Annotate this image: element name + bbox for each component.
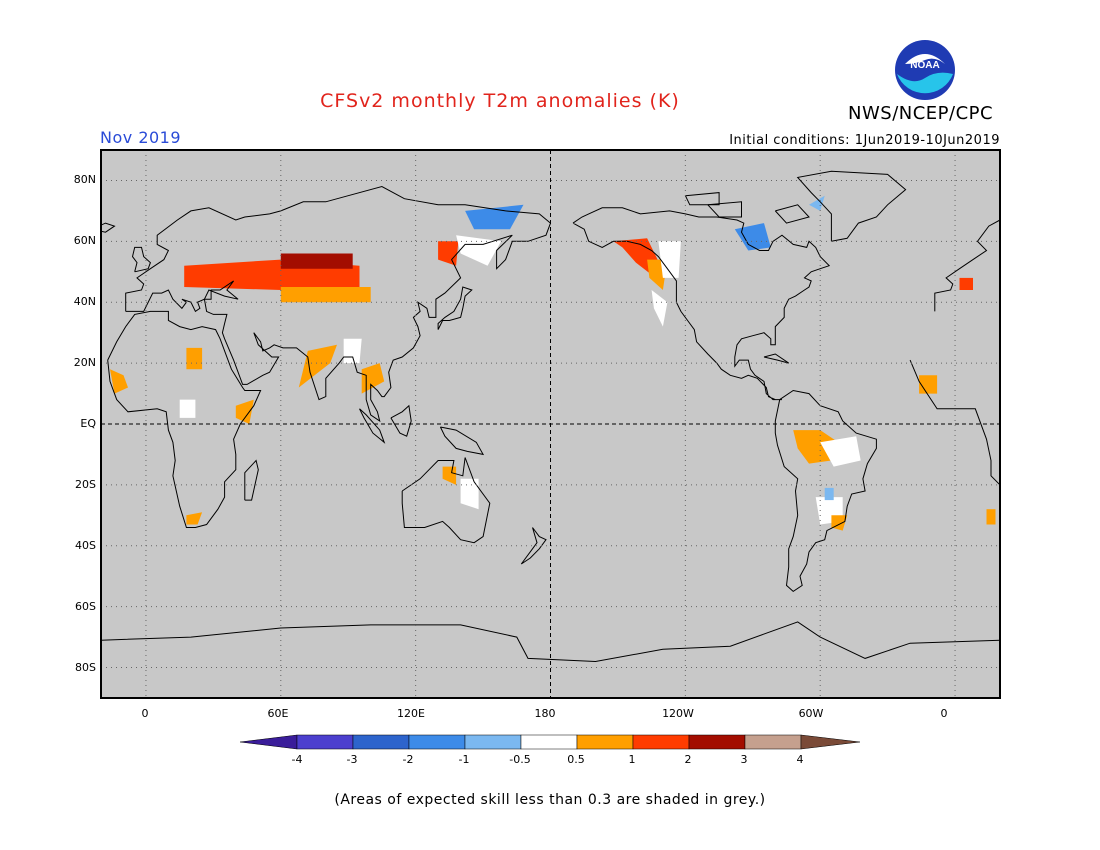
- lat-label: 60S: [75, 600, 96, 613]
- coastline: [572, 207, 831, 401]
- colorbar-low-arrow: [239, 734, 298, 750]
- anomaly-patch: [110, 369, 128, 394]
- anomaly-patch: [809, 195, 825, 211]
- coastline: [684, 192, 720, 206]
- colorbar-swatch: [520, 734, 578, 750]
- anomaly-patch: [651, 290, 668, 327]
- anomaly-patch: [179, 399, 196, 418]
- anomaly-patch: [456, 235, 502, 266]
- skill-footnote: (Areas of expected skill less than 0.3 a…: [334, 792, 766, 808]
- anomaly-patch: [734, 223, 771, 251]
- lat-label: 80S: [75, 661, 96, 674]
- anomaly-patch: [361, 363, 385, 394]
- noaa-logo-icon: NOAA: [895, 40, 955, 100]
- lat-label: 60N: [73, 234, 96, 247]
- anomaly-patch: [186, 512, 203, 525]
- anomaly-patch: [184, 259, 360, 297]
- coastline: [796, 170, 907, 242]
- lon-label: 120W: [662, 707, 694, 720]
- colorbar-swatch: [744, 734, 802, 750]
- colorbar-tick-label: -4: [291, 753, 303, 766]
- anomaly-patch: [280, 253, 353, 269]
- colorbar-tick-label: 2: [684, 753, 692, 766]
- anomaly-patch: [298, 344, 337, 388]
- coastline: [763, 353, 789, 364]
- colorbar-tick-label: -2: [402, 753, 414, 766]
- colorbar-tick-label: 1: [628, 753, 636, 766]
- anomaly-patch: [460, 478, 479, 510]
- anomaly-patch: [793, 430, 839, 464]
- coastline: [131, 246, 151, 273]
- anomaly-patch: [824, 487, 834, 501]
- anomaly-patch: [820, 436, 861, 467]
- lat-label: EQ: [80, 417, 96, 430]
- colorbar-tick-label: -0.5: [509, 753, 531, 766]
- coastlines: [101, 170, 1000, 663]
- initial-conditions-label: Initial conditions: 1Jun2019-10Jun2019: [729, 133, 1000, 148]
- colorbar-tick-label: 3: [740, 753, 748, 766]
- coastline: [934, 219, 1000, 312]
- anomaly-patch: [235, 399, 254, 424]
- colorbar-tick-label: -3: [346, 753, 358, 766]
- anomaly-patch: [438, 241, 459, 266]
- logo-text: NOAA: [910, 60, 939, 71]
- anomaly-patch: [959, 277, 973, 290]
- coastline: [101, 621, 1000, 663]
- lon-label: 180: [534, 707, 556, 720]
- lon-label: 0: [940, 707, 948, 720]
- map-title: CFSv2 monthly T2m anomalies (K): [320, 90, 680, 112]
- lat-label: 40S: [75, 539, 96, 552]
- coastline: [359, 408, 386, 444]
- coastline: [125, 185, 552, 423]
- colorbar-tick-label: 4: [796, 753, 804, 766]
- coastline: [707, 201, 742, 218]
- lat-label: 20S: [75, 478, 96, 491]
- colorbar-tick-label: 0.5: [567, 753, 585, 766]
- coastline: [244, 459, 259, 501]
- valid-month-label: Nov 2019: [100, 128, 182, 147]
- lon-label: 60W: [798, 707, 824, 720]
- anomaly-patch: [186, 347, 203, 370]
- coastline: [909, 359, 1000, 486]
- lat-label: 20N: [73, 356, 96, 369]
- colorbar-swatch: [408, 734, 466, 750]
- anomaly-patch: [986, 509, 996, 525]
- colorbar-high-arrow: [800, 734, 861, 750]
- map-frame: [100, 149, 1001, 699]
- colorbar-swatch: [296, 734, 354, 750]
- coastline: [390, 404, 412, 437]
- anomaly-patch: [442, 466, 457, 485]
- colorbar-swatch: [688, 734, 746, 750]
- lon-label: 120E: [397, 707, 425, 720]
- colorbar-swatch: [576, 734, 634, 750]
- coastline: [439, 426, 485, 456]
- colorbar-swatch: [632, 734, 690, 750]
- coastline: [774, 389, 877, 593]
- coastline: [101, 222, 116, 233]
- coastline: [107, 310, 262, 528]
- colorbar-swatch: [352, 734, 410, 750]
- lat-label: 80N: [73, 173, 96, 186]
- coastline: [520, 527, 547, 565]
- colorbar-swatch: [464, 734, 522, 750]
- lon-label: 0: [141, 707, 149, 720]
- grid-lines: [101, 150, 1000, 698]
- coastline: [774, 204, 810, 224]
- anomaly-patch: [658, 241, 681, 278]
- colorbar-tick-label: -1: [458, 753, 470, 766]
- lat-label: 40N: [73, 295, 96, 308]
- organization-label: NWS/NCEP/CPC: [848, 103, 994, 124]
- anomaly-patch: [280, 287, 371, 303]
- coastline: [437, 286, 473, 330]
- coastline: [401, 457, 491, 544]
- lon-label: 60E: [267, 707, 289, 720]
